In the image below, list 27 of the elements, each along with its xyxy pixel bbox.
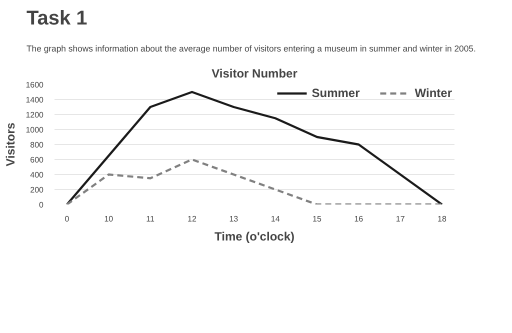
line-series bbox=[66, 158, 444, 204]
y-tick-label: 800 bbox=[30, 140, 44, 150]
y-tick-label: 0 bbox=[39, 200, 44, 210]
y-tick-label: 600 bbox=[30, 156, 44, 164]
y-axis-title: Visitors bbox=[4, 122, 18, 166]
y-tick-label: 400 bbox=[30, 170, 44, 180]
legend-label: Summer bbox=[312, 86, 360, 100]
x-tick-label: 15 bbox=[312, 214, 322, 224]
y-tick-label: 1200 bbox=[26, 110, 44, 120]
legend-label: Winter bbox=[414, 86, 452, 100]
x-tick-label: 17 bbox=[396, 214, 406, 224]
x-tick-label: 16 bbox=[354, 214, 364, 224]
x-tick-label: 14 bbox=[270, 214, 280, 224]
x-tick-label: 18 bbox=[438, 214, 447, 224]
text: Task 1 bbox=[26, 8, 88, 30]
text: The graph shows information about the average number of visitors entering a museum in summer and winter in 2005. bbox=[26, 44, 476, 54]
y-tick-label: 200 bbox=[30, 186, 44, 194]
x-tick-label: 13 bbox=[229, 214, 239, 224]
x-tick-label: 11 bbox=[146, 214, 156, 224]
y-tick-label: 1600 bbox=[26, 80, 44, 90]
x-tick-label: 10 bbox=[104, 214, 114, 224]
x-tick-label: 0 bbox=[64, 214, 70, 224]
y-tick-label: 1000 bbox=[26, 126, 44, 134]
chart-title: Visitor Number bbox=[212, 66, 298, 80]
x-tick-label: 12 bbox=[188, 214, 197, 224]
x-axis-title: Time (o'clock) bbox=[214, 230, 295, 244]
y-tick-label: 1400 bbox=[26, 96, 44, 104]
